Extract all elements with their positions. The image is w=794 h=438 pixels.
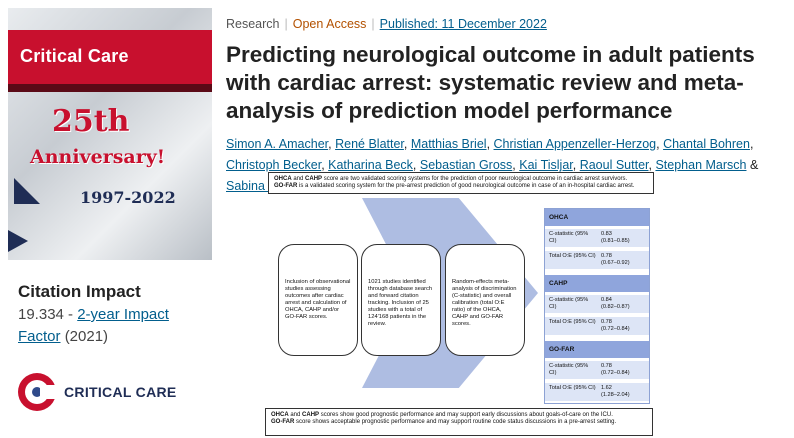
author-link[interactable]: Christian Appenzeller-Herzog xyxy=(493,137,657,151)
table-header-ohca: OHCA xyxy=(545,209,649,226)
author-link[interactable]: Christoph Becker xyxy=(226,158,322,172)
note-text: and xyxy=(290,412,301,418)
metric-ci: (0.67–0.92) xyxy=(601,259,630,266)
cover-dark-band xyxy=(8,84,212,92)
author-list: Simon A. Amacher, René Blatter, Matthias… xyxy=(226,137,759,193)
table-header-cahp: CAHP xyxy=(545,275,649,292)
metric-ci: (0.82–0.87) xyxy=(601,303,630,310)
note-text: scores show good prognostic performance … xyxy=(320,412,613,418)
table-row: Total O:E (95% CI) 0.78 (0.72–0.84) xyxy=(545,317,649,335)
cover-years: 1997-2022 xyxy=(80,188,176,207)
table-row: Total O:E (95% CI) 0.78 (0.67–0.92) xyxy=(545,251,649,269)
table-row: Total O:E (95% CI) 1.62 (1.28–2.04) xyxy=(545,383,649,401)
row-label: Total O:E (95% CI) xyxy=(549,319,596,325)
note-text: and xyxy=(293,176,304,182)
score-name: OHCA xyxy=(271,412,289,418)
note-text: score are two validated scoring systems … xyxy=(323,176,628,182)
author-link[interactable]: Matthias Briel xyxy=(410,137,487,151)
score-name: CAHP xyxy=(302,412,320,418)
citation-impact-heading: Citation Impact xyxy=(18,282,141,301)
cover-anniversary-number: 25th xyxy=(52,104,130,139)
published-date-link[interactable]: Published: 11 December 2022 xyxy=(379,17,547,31)
metric-ci: (1.28–2.04) xyxy=(601,391,630,398)
score-name: OHCA xyxy=(274,176,292,182)
row-value: 0.83 (0.81–0.85) xyxy=(601,231,647,244)
step-meta-analysis: Random-effects meta-analysis of discrimi… xyxy=(445,244,525,356)
metric-ci: (0.81–0.85) xyxy=(601,237,630,244)
author-link[interactable]: Raoul Sutter xyxy=(579,158,649,172)
author-link[interactable]: Sebastian Gross xyxy=(419,158,513,172)
meta-separator: | xyxy=(371,17,375,31)
row-value: 0.84 (0.82–0.87) xyxy=(601,297,647,310)
row-label: C-statistic (95% CI) xyxy=(549,297,589,310)
row-value: 1.62 (1.28–2.04) xyxy=(601,385,647,398)
author-link[interactable]: Katharina Beck xyxy=(328,158,413,172)
score-name: CAHP xyxy=(305,176,323,182)
article-title: Predicting neurological outcome in adult… xyxy=(226,42,755,123)
row-value: 0.78 (0.72–0.84) xyxy=(601,319,647,332)
results-table: OHCA C-statistic (95% CI) 0.83 (0.81–0.85… xyxy=(544,208,650,404)
author-link[interactable]: Kai Tisljar xyxy=(519,158,573,172)
table-row: C-statistic (95% CI) 0.84 (0.82–0.87) xyxy=(545,295,649,313)
row-label: C-statistic (95% CI) xyxy=(549,231,589,244)
row-value: 0.78 (0.72–0.84) xyxy=(601,363,647,376)
open-access-badge: Open Access xyxy=(292,17,367,31)
citation-impact-body: 19.334 - 2-year Impact Factor (2021) xyxy=(18,304,208,348)
table-row: C-statistic (95% CI) 0.78 (0.72–0.84) xyxy=(545,361,649,379)
row-label: Total O:E (95% CI) xyxy=(549,253,596,259)
step-screening: 1021 studies identified through database… xyxy=(361,244,441,356)
cover-red-band xyxy=(8,30,212,84)
score-name: GO-FAR xyxy=(274,183,298,189)
impact-factor-year: (2021) xyxy=(64,328,109,345)
table-header-gofar: GO-FAR xyxy=(545,341,649,358)
note-text: score shows acceptable prognostic perfor… xyxy=(296,419,617,425)
abstract-top-note: OHCA and CAHP score are two validated sc… xyxy=(268,172,654,194)
impact-factor-link[interactable]: 2-year Impact Factor xyxy=(18,306,169,345)
step-inclusion: Inclusion of observational studies asses… xyxy=(278,244,358,356)
score-name: GO-FAR xyxy=(271,419,295,425)
metric-ci: (0.72–0.84) xyxy=(601,325,630,332)
author-link[interactable]: René Blatter xyxy=(335,137,404,151)
row-label: C-statistic (95% CI) xyxy=(549,363,589,376)
cover-anniversary-word: Anniversary! xyxy=(30,146,166,168)
metric-value: 0.84 xyxy=(601,297,612,303)
journal-cover[interactable]: Critical Care 25th Anniversary! 1997-202… xyxy=(8,8,212,260)
logo-mark-gap xyxy=(40,385,58,399)
author-link[interactable]: Stephan Marsch xyxy=(655,158,747,172)
impact-factor-value: 19.334 - xyxy=(18,306,74,323)
article-type: Research xyxy=(226,17,280,31)
row-value: 0.78 (0.67–0.92) xyxy=(601,253,647,266)
metric-ci: (0.72–0.84) xyxy=(601,369,630,376)
metric-value: 0.83 xyxy=(601,231,612,237)
metric-value: 0.78 xyxy=(601,319,612,325)
article-meta: Research | Open Access | Published: 11 Decem… xyxy=(226,17,547,31)
cover-journal-name: Critical Care xyxy=(20,46,129,66)
row-label: Total O:E (95% CI) xyxy=(549,385,596,391)
metric-value: 0.78 xyxy=(601,363,612,369)
author-link[interactable]: Chantal Bohren xyxy=(663,137,750,151)
note-text: is a validated scoring system for the pr… xyxy=(299,183,635,189)
table-row: C-statistic (95% CI) 0.83 (0.81–0.85) xyxy=(545,229,649,247)
author-link[interactable]: Simon A. Amacher xyxy=(226,137,329,151)
abstract-bottom-note: OHCA and CAHP scores show good prognosti… xyxy=(265,408,653,436)
logo-text: CRITICAL CARE xyxy=(64,384,177,400)
graphical-abstract[interactable]: OHCA and CAHP score are two validated sc… xyxy=(265,172,656,438)
meta-separator: | xyxy=(284,17,288,31)
metric-value: 1.62 xyxy=(601,385,612,391)
journal-logo[interactable]: CRITICAL CARE xyxy=(18,373,196,415)
ampersand: & xyxy=(749,158,759,172)
metric-value: 0.78 xyxy=(601,253,612,259)
